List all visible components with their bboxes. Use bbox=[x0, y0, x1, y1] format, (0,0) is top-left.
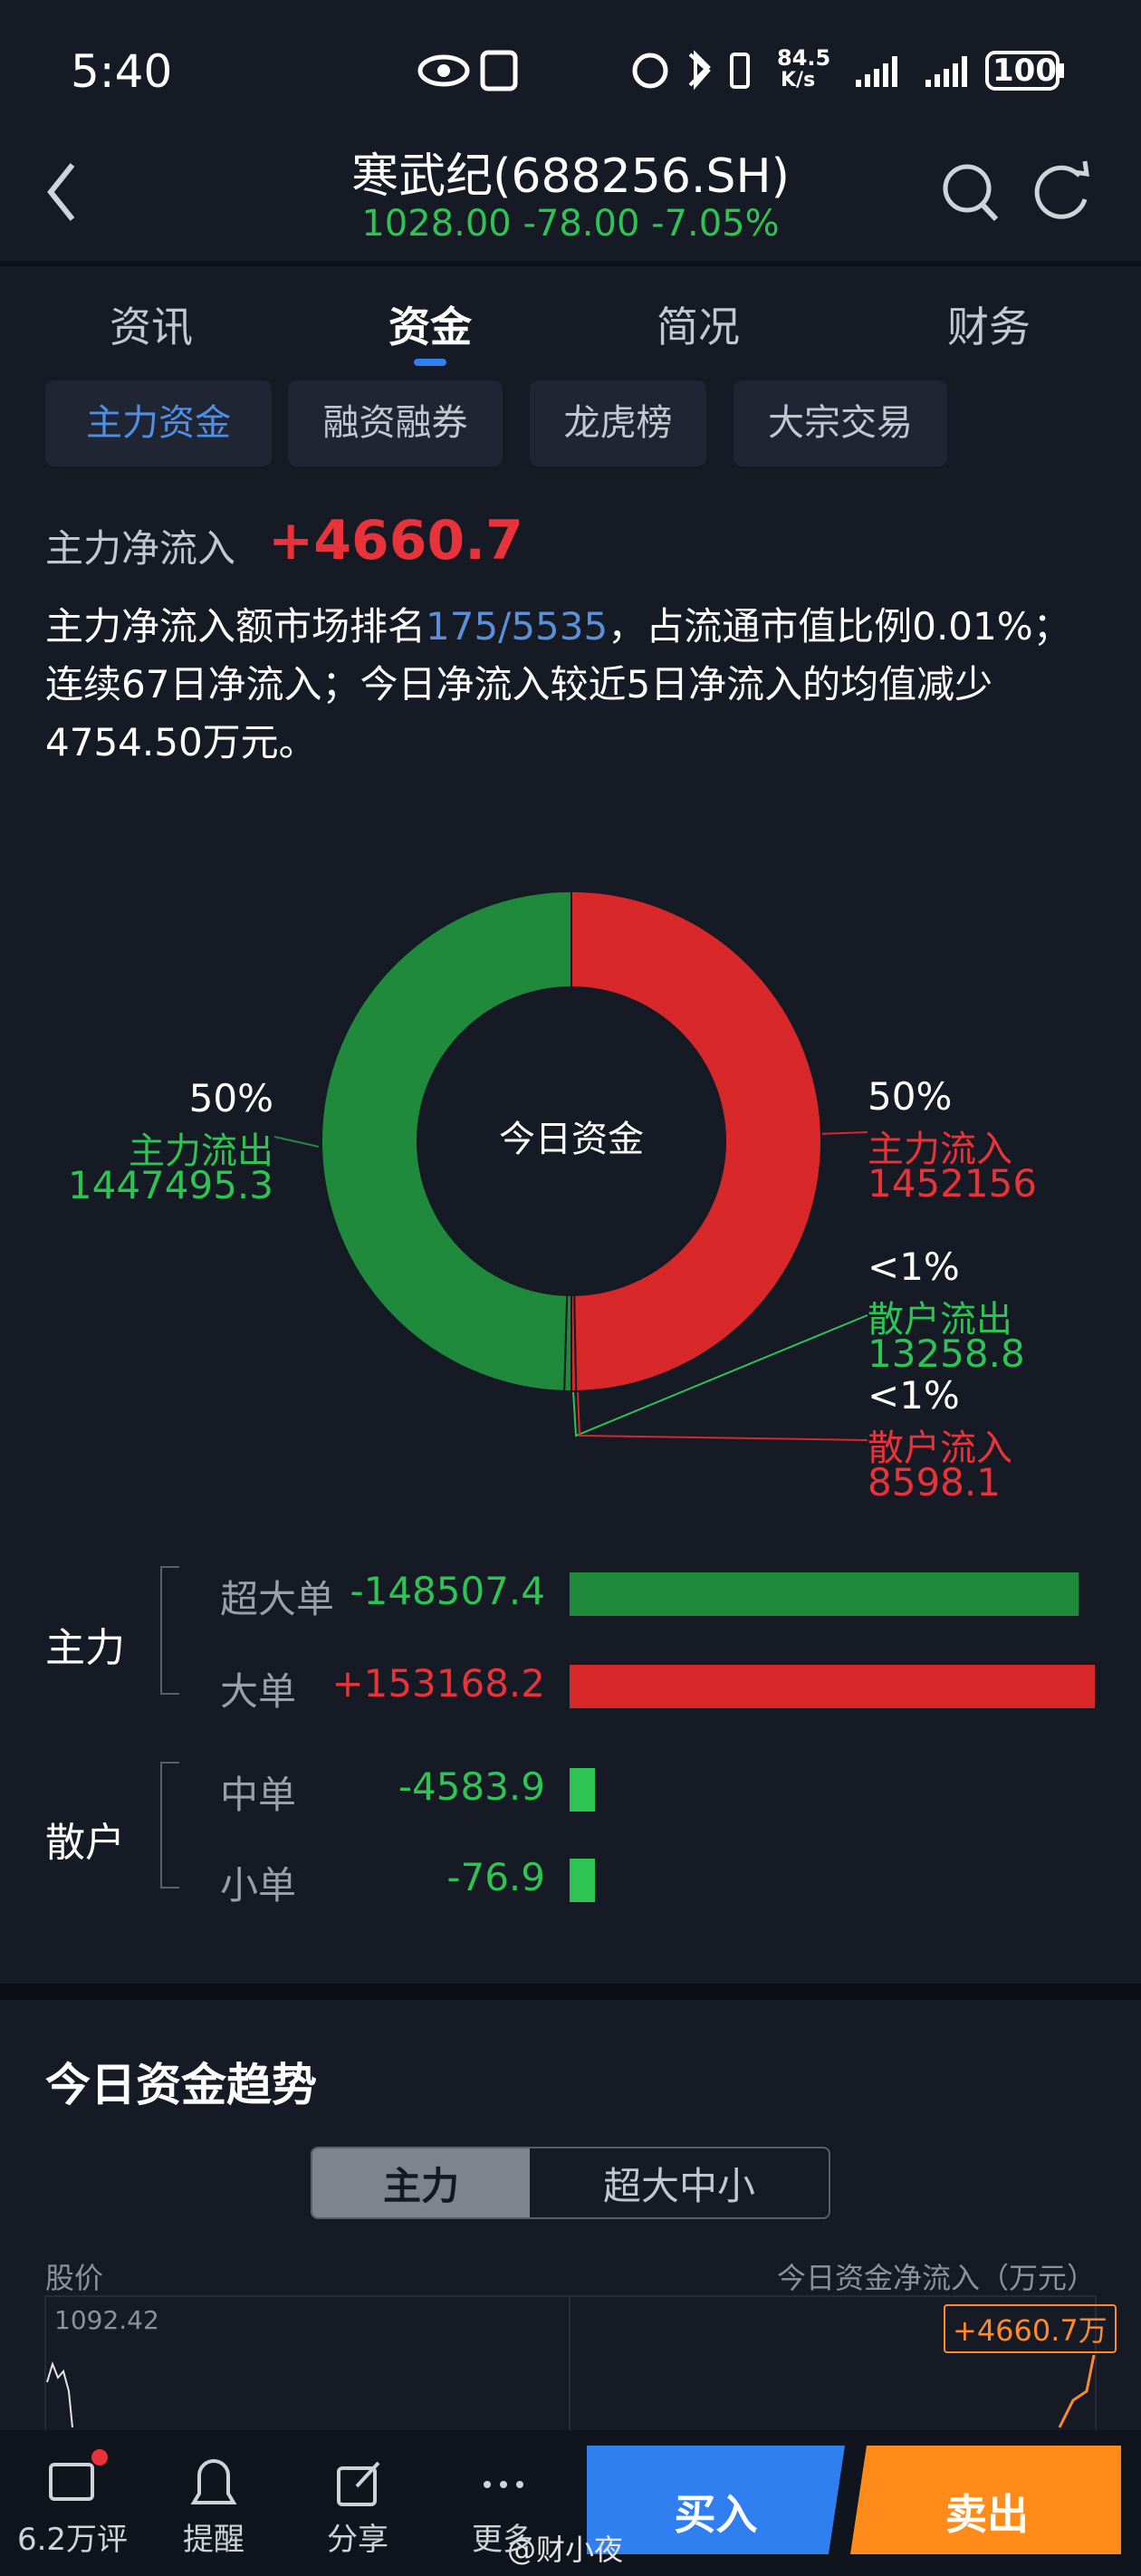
row-label: 中单 bbox=[220, 1773, 297, 1817]
segment-name: 主力流入 bbox=[868, 1129, 1012, 1170]
segment-value: 1447495.3 bbox=[67, 1163, 273, 1207]
donut-chart: 今日资金 bbox=[273, 889, 868, 1441]
nav-item[interactable]: 6.2万评 bbox=[16, 2522, 129, 2558]
bracket bbox=[160, 1566, 179, 1695]
divider bbox=[0, 261, 1141, 266]
row-label: 大单 bbox=[220, 1669, 297, 1714]
donut-segment bbox=[570, 889, 822, 1392]
clock: 5:40 bbox=[71, 45, 173, 98]
subtab[interactable]: 龙虎榜 bbox=[530, 380, 706, 466]
trend-toggle: 主力 超大中小 bbox=[311, 2147, 830, 2219]
row-label: 超大单 bbox=[220, 1577, 335, 1621]
watermark: @财小夜 bbox=[507, 2533, 624, 2567]
buy-label[interactable]: 买入 bbox=[674, 2490, 758, 2539]
flow-bar bbox=[570, 1859, 595, 1902]
flow-bar bbox=[570, 1665, 1095, 1708]
back-button[interactable] bbox=[47, 163, 75, 221]
text: 主力净流入额市场排名 bbox=[45, 604, 427, 649]
toggle-option[interactable]: 超大中小 bbox=[602, 2163, 755, 2208]
tab[interactable]: 简况 bbox=[657, 303, 740, 351]
flow-tag: +4660.7万 bbox=[944, 2304, 1117, 2353]
donut-center-label: 今日资金 bbox=[499, 1119, 644, 1160]
tab[interactable]: 财务 bbox=[947, 303, 1031, 351]
tab[interactable]: 资讯 bbox=[110, 303, 193, 351]
segment-value: 13258.8 bbox=[868, 1331, 1025, 1376]
buy-button[interactable] bbox=[587, 2446, 845, 2554]
percent-label: <1% bbox=[868, 1245, 960, 1289]
segment-name: 主力流出 bbox=[129, 1130, 273, 1172]
left-axis-label: 股价 bbox=[45, 2261, 104, 2295]
refresh-button[interactable] bbox=[1034, 165, 1088, 219]
segment-value: 1452156 bbox=[868, 1161, 1038, 1206]
bracket bbox=[160, 1762, 179, 1889]
summary-value: +4660.7 bbox=[268, 509, 523, 572]
stock-quote: 1028.00 -78.00 -7.05% bbox=[361, 203, 780, 245]
trend-chart bbox=[44, 2295, 1097, 2437]
search-button[interactable] bbox=[943, 164, 992, 213]
row-value: -4583.9 bbox=[398, 1764, 545, 1809]
subtab[interactable]: 主力资金 bbox=[45, 380, 272, 466]
price-top: 1092.42 bbox=[54, 2305, 159, 2335]
status-icons bbox=[417, 50, 1064, 91]
segment-name: 散户流入 bbox=[868, 1427, 1012, 1469]
text: ，占流通市值比例0.01%；连续67日净流入；今日净流入较近5日净流入的均值减少… bbox=[45, 604, 1071, 764]
flow-bars bbox=[160, 1566, 1095, 1902]
row-label: 小单 bbox=[220, 1863, 297, 1908]
subtab[interactable]: 融资融券 bbox=[288, 380, 503, 466]
flow-bar bbox=[570, 1768, 595, 1812]
sell-button[interactable] bbox=[850, 2446, 1121, 2554]
segment-value: 8598.1 bbox=[868, 1460, 1001, 1504]
summary-text: 主力净流入额市场排名175/5535，占流通市值比例0.01%；连续67日净流入… bbox=[45, 598, 1105, 772]
nav-item[interactable]: 提醒 bbox=[183, 2522, 244, 2558]
row-value: +153168.2 bbox=[331, 1661, 545, 1706]
sell-label[interactable]: 卖出 bbox=[945, 2490, 1029, 2539]
header-icons bbox=[47, 160, 1089, 222]
stock-title: 寒武纪(688256.SH) bbox=[351, 149, 790, 204]
row-value: -148507.4 bbox=[350, 1569, 545, 1613]
net-unit: K/s bbox=[781, 69, 816, 91]
nav-item[interactable]: 更多 bbox=[472, 2522, 533, 2558]
section-divider bbox=[0, 1984, 1141, 2000]
right-axis-label: 今日资金净流入（万元） bbox=[776, 2261, 1096, 2295]
battery: 100 bbox=[992, 53, 1057, 89]
subtab[interactable]: 大宗交易 bbox=[734, 380, 947, 466]
toggle-option[interactable]: 主力 bbox=[312, 2148, 530, 2217]
net-speed: 84.5 bbox=[777, 45, 831, 71]
rank[interactable]: 175/5535 bbox=[426, 604, 609, 649]
trend-title: 今日资金趋势 bbox=[45, 2059, 317, 2111]
flow-bar bbox=[570, 1572, 1079, 1616]
donut-segment bbox=[321, 889, 572, 1392]
percent-label: 50% bbox=[188, 1076, 273, 1120]
donut-hole bbox=[418, 988, 724, 1294]
group-label: 主力 bbox=[45, 1625, 125, 1671]
tab-indicator bbox=[414, 359, 446, 366]
tab[interactable]: 资金 bbox=[388, 303, 472, 351]
percent-label: <1% bbox=[868, 1373, 960, 1418]
segment-name: 散户流出 bbox=[868, 1299, 1012, 1341]
group-label: 散户 bbox=[45, 1820, 125, 1866]
nav-icons bbox=[49, 2446, 1121, 2554]
summary-label: 主力净流入 bbox=[45, 526, 236, 571]
nav-item[interactable]: 分享 bbox=[327, 2522, 388, 2558]
percent-label: 50% bbox=[868, 1074, 953, 1119]
row-value: -76.9 bbox=[446, 1855, 545, 1899]
